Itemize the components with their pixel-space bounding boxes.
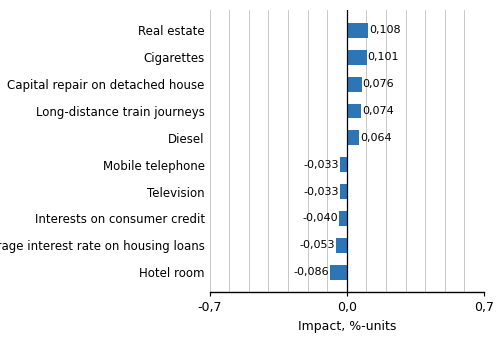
Bar xyxy=(347,104,361,118)
Text: -0,033: -0,033 xyxy=(304,187,339,197)
Text: 0,108: 0,108 xyxy=(369,26,401,35)
X-axis label: Impact, %-units: Impact, %-units xyxy=(297,320,396,333)
Bar xyxy=(339,211,347,226)
Text: 0,064: 0,064 xyxy=(360,133,392,143)
Text: 0,101: 0,101 xyxy=(368,52,399,62)
Text: 0,076: 0,076 xyxy=(363,79,394,89)
Bar xyxy=(340,157,347,172)
Bar xyxy=(347,77,362,91)
Text: -0,040: -0,040 xyxy=(302,214,338,223)
Text: 0,074: 0,074 xyxy=(362,106,394,116)
Bar xyxy=(347,131,359,145)
Bar xyxy=(347,50,367,65)
Bar xyxy=(340,184,347,199)
Bar xyxy=(347,23,368,38)
Text: -0,086: -0,086 xyxy=(293,267,329,277)
Bar xyxy=(330,265,347,279)
Text: -0,033: -0,033 xyxy=(304,160,339,170)
Text: -0,053: -0,053 xyxy=(300,240,335,250)
Bar xyxy=(336,238,347,253)
